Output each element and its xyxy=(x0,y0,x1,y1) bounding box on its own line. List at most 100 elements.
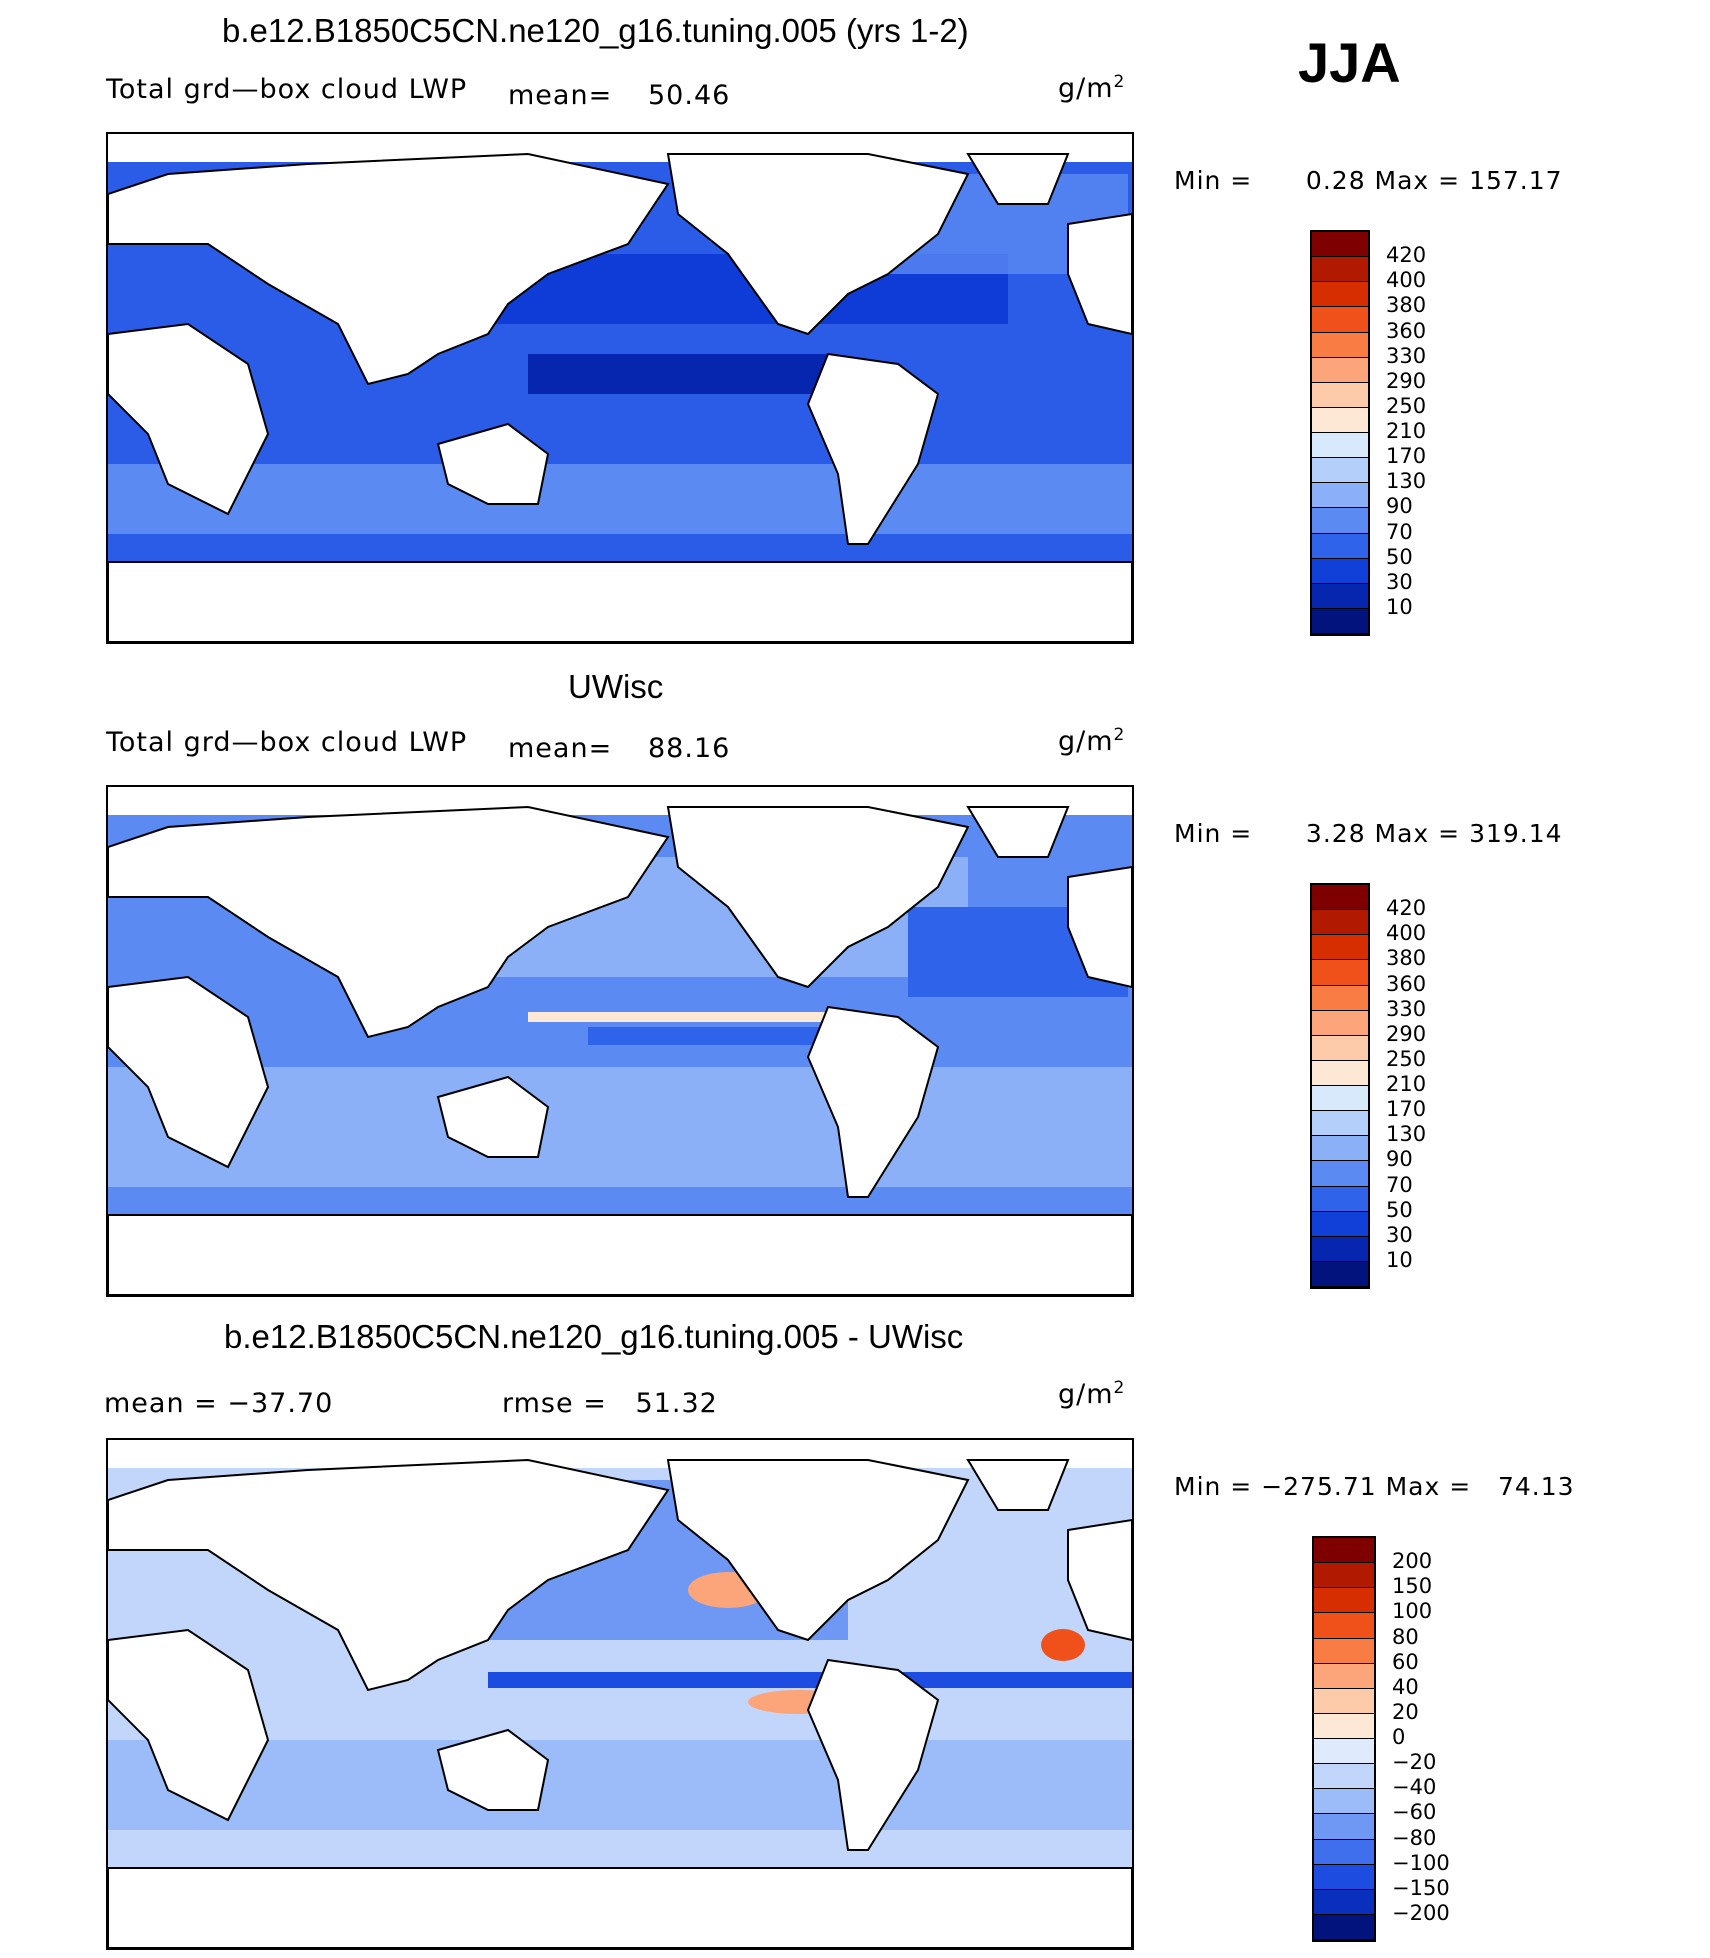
panel2-variable: Total grd—box cloud LWP xyxy=(106,727,468,758)
panel3-north-america xyxy=(666,1459,970,1642)
panel3-units: g/m2 xyxy=(1058,1378,1125,1410)
panel1-colorbar-swatch-7 xyxy=(1312,407,1368,433)
panel1-colorbar-tick-12: 50 xyxy=(1386,544,1413,569)
panel3-colorbar-tick-2: 100 xyxy=(1392,1599,1433,1624)
panel3-minmax: Min = −275.71 Max = 74.13 xyxy=(1174,1472,1575,1501)
panel3-colorbar-swatch-4 xyxy=(1314,1638,1374,1664)
panel2-colorbar-swatch-6 xyxy=(1312,1035,1368,1061)
panel3-eurasia xyxy=(108,1458,670,1692)
panel2-colorbar xyxy=(1310,883,1370,1289)
panel1-colorbar-swatch-12 xyxy=(1312,533,1368,559)
panel3-continents xyxy=(108,1458,1132,1948)
panel2-antarctica xyxy=(108,1214,1132,1295)
panel1-africa xyxy=(108,322,270,516)
panel1-colorbar xyxy=(1310,230,1370,636)
panel2-continents xyxy=(108,805,1132,1295)
panel1-ocean-pacific-low xyxy=(528,354,828,394)
panel1-ocean-southern-band xyxy=(108,464,1132,534)
panel2-colorbar-swatch-2 xyxy=(1312,935,1368,961)
panel2-africa xyxy=(108,975,270,1169)
panel3-rmse: rmse = 51.32 xyxy=(502,1388,718,1419)
panel3-colorbar-swatch-10 xyxy=(1314,1789,1374,1815)
panel1-australia xyxy=(436,422,550,505)
panel3-colorbar-tick-8: −20 xyxy=(1392,1750,1437,1775)
panel3-colorbar-swatch-1 xyxy=(1314,1563,1374,1589)
panel2-colorbar-tick-10: 90 xyxy=(1386,1147,1413,1172)
panel3-colorbar-tick-0: 200 xyxy=(1392,1549,1433,1574)
panel2-colorbar-tick-11: 70 xyxy=(1386,1172,1413,1197)
panel2-ocean-itcz-core xyxy=(588,1027,848,1045)
panel2-colorbar-swatch-10 xyxy=(1312,1136,1368,1162)
panel1-colorbar-swatch-14 xyxy=(1312,583,1368,609)
season-label: JJA xyxy=(1298,31,1401,94)
panel1-colorbar-swatch-10 xyxy=(1312,483,1368,509)
panel2-colorbar-swatch-12 xyxy=(1312,1186,1368,1212)
panel1-colorbar-swatch-4 xyxy=(1312,332,1368,358)
panel3-colorbar-tick-1: 150 xyxy=(1392,1574,1433,1599)
panel3-colorbar-swatch-6 xyxy=(1314,1688,1374,1714)
panel2-colorbar-swatch-13 xyxy=(1312,1211,1368,1237)
panel2-south-america xyxy=(806,1005,940,1198)
panel3-south-america xyxy=(806,1658,940,1851)
panel3-colorbar-tick-3: 80 xyxy=(1392,1624,1419,1649)
panel3-colorbar-tick-4: 60 xyxy=(1392,1649,1419,1674)
panel1-colorbar-tick-2: 380 xyxy=(1386,293,1427,318)
panel1-colorbar-tick-7: 210 xyxy=(1386,419,1427,443)
panel1-colorbar-tick-1: 400 xyxy=(1386,268,1427,293)
panel1-colorbar-tick-10: 90 xyxy=(1386,494,1413,519)
panel2-mean-label: mean= xyxy=(508,733,613,764)
panel2-colorbar-tick-3: 360 xyxy=(1386,971,1427,996)
panel1-continents xyxy=(108,152,1132,642)
panel3-colorbar-swatch-7 xyxy=(1314,1713,1374,1739)
panel1-south-america xyxy=(806,352,940,545)
panel1-colorbar-swatch-9 xyxy=(1312,458,1368,484)
panel3-colorbar-tick-6: 20 xyxy=(1392,1699,1419,1724)
panel3-colorbar-swatch-12 xyxy=(1314,1839,1374,1865)
panel1-colorbar-tick-6: 250 xyxy=(1386,393,1427,418)
panel2-ocean-itcz-band xyxy=(528,1012,848,1022)
panel1-colorbar-swatch-6 xyxy=(1312,382,1368,408)
panel2-colorbar-tick-12: 50 xyxy=(1386,1197,1413,1222)
panel2-units: g/m2 xyxy=(1058,725,1125,757)
panel1-colorbar-swatch-1 xyxy=(1312,257,1368,283)
panel2-units-base: g/m xyxy=(1058,726,1114,757)
panel2-colorbar-tick-4: 330 xyxy=(1386,996,1427,1021)
panel1-variable: Total grd—box cloud LWP xyxy=(106,74,468,105)
panel2-colorbar-tick-14: 10 xyxy=(1386,1247,1413,1272)
panel1-colorbar-tick-13: 30 xyxy=(1386,569,1413,594)
panel3-positive-atlantic xyxy=(1041,1629,1085,1661)
panel1-north-america xyxy=(666,153,970,336)
panel3-colorbar-swatch-5 xyxy=(1314,1663,1374,1689)
panel2-colorbar-tick-0: 420 xyxy=(1386,896,1427,921)
panel2-colorbar-tick-2: 380 xyxy=(1386,946,1427,971)
panel1-colorbar-swatch-13 xyxy=(1312,558,1368,584)
panel3-colorbar-tick-9: −40 xyxy=(1392,1775,1437,1800)
panel2-colorbar-swatch-15 xyxy=(1312,1261,1368,1287)
panel1-colorbar-tick-4: 330 xyxy=(1386,343,1427,368)
panel2-mean-value: 88.16 xyxy=(648,733,731,764)
panel3-australia xyxy=(436,1728,550,1811)
panel2-title: UWisc xyxy=(568,668,664,705)
panel2-colorbar-tick-1: 400 xyxy=(1386,921,1427,946)
panel3-colorbar xyxy=(1312,1536,1376,1942)
panel3-antarctica xyxy=(108,1867,1132,1948)
panel1-colorbar-swatch-8 xyxy=(1312,433,1368,459)
panel2-eurasia xyxy=(108,805,670,1039)
panel2-map xyxy=(106,785,1134,1297)
panel1-minmax: Min = 0.28 Max = 157.17 xyxy=(1174,166,1563,195)
panel3-africa xyxy=(108,1628,270,1822)
panel1-europe-west xyxy=(1067,212,1132,336)
panel2-colorbar-swatch-14 xyxy=(1312,1236,1368,1262)
panel2-colorbar-swatch-1 xyxy=(1312,910,1368,936)
panel1-map xyxy=(106,132,1134,644)
panel3-colorbar-swatch-13 xyxy=(1314,1864,1374,1890)
panel2-ocean-southern xyxy=(108,1067,1132,1187)
panel3-europe-west xyxy=(1067,1518,1132,1642)
panel1-colorbar-tick-14: 10 xyxy=(1386,594,1413,619)
panel1-mean-label: mean= xyxy=(508,80,613,111)
panel2-colorbar-swatch-8 xyxy=(1312,1086,1368,1112)
panel2-colorbar-swatch-0 xyxy=(1312,885,1368,911)
panel3-units-base: g/m xyxy=(1058,1379,1114,1410)
panel2-colorbar-swatch-4 xyxy=(1312,985,1368,1011)
panel1-colorbar-swatch-11 xyxy=(1312,508,1368,534)
